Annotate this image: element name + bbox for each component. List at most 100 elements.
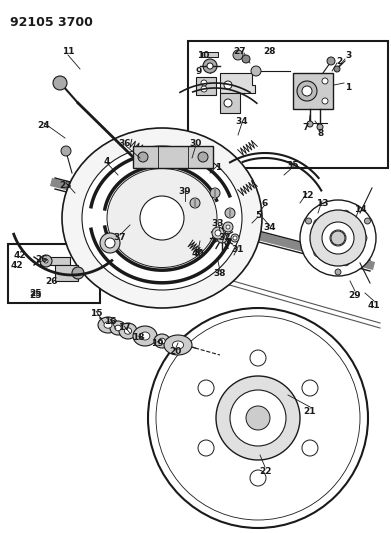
Circle shape (203, 59, 217, 73)
Circle shape (201, 80, 207, 86)
Ellipse shape (110, 321, 126, 335)
Circle shape (231, 234, 239, 242)
Polygon shape (293, 73, 333, 109)
Text: 6: 6 (262, 198, 268, 207)
Ellipse shape (115, 325, 121, 331)
Circle shape (310, 210, 366, 266)
Text: 22: 22 (259, 466, 271, 475)
Text: 1: 1 (215, 163, 221, 172)
Text: 9: 9 (196, 67, 202, 76)
Circle shape (140, 196, 184, 240)
Text: 5: 5 (255, 211, 261, 220)
Text: 36: 36 (119, 139, 131, 148)
Text: 14: 14 (354, 205, 366, 214)
Circle shape (233, 50, 243, 60)
Circle shape (198, 380, 214, 396)
Circle shape (215, 230, 221, 236)
Ellipse shape (98, 317, 118, 333)
Text: 19: 19 (151, 340, 163, 349)
Text: 41: 41 (368, 301, 380, 310)
Ellipse shape (107, 168, 217, 268)
Circle shape (223, 222, 233, 232)
Circle shape (242, 55, 250, 63)
Text: 23: 23 (60, 181, 72, 190)
Circle shape (302, 440, 318, 456)
Circle shape (100, 233, 120, 253)
Text: 27: 27 (234, 46, 246, 55)
Ellipse shape (154, 334, 170, 348)
Circle shape (300, 200, 376, 276)
Text: 25: 25 (30, 290, 42, 300)
Text: 25: 25 (30, 288, 42, 297)
Text: 39: 39 (179, 187, 191, 196)
Text: 26: 26 (36, 254, 48, 263)
Text: 3: 3 (346, 52, 352, 61)
Text: 12: 12 (301, 190, 313, 199)
Text: 40: 40 (192, 248, 204, 257)
Text: 26: 26 (46, 277, 58, 286)
Ellipse shape (119, 323, 137, 339)
Circle shape (40, 255, 52, 267)
Circle shape (250, 350, 266, 366)
Text: 2: 2 (336, 56, 342, 66)
Circle shape (335, 269, 341, 275)
Ellipse shape (124, 328, 132, 334)
Text: 31: 31 (232, 245, 244, 254)
Circle shape (331, 231, 345, 245)
Text: 35: 35 (287, 160, 299, 169)
Polygon shape (220, 93, 240, 113)
Circle shape (216, 376, 300, 460)
Text: 10: 10 (197, 52, 209, 61)
Circle shape (233, 236, 237, 240)
Circle shape (342, 210, 350, 218)
Circle shape (210, 188, 220, 198)
Circle shape (318, 218, 358, 258)
Circle shape (322, 222, 354, 254)
Circle shape (226, 225, 230, 229)
Circle shape (72, 267, 84, 279)
Circle shape (307, 121, 313, 127)
Circle shape (224, 81, 232, 89)
Ellipse shape (62, 128, 262, 308)
Text: 34: 34 (236, 117, 248, 125)
Polygon shape (220, 73, 255, 93)
Text: 34: 34 (264, 223, 276, 232)
Circle shape (53, 76, 67, 90)
Circle shape (217, 233, 227, 243)
Text: 7: 7 (303, 124, 309, 133)
Text: 8: 8 (318, 128, 324, 138)
Circle shape (327, 57, 335, 65)
Circle shape (322, 98, 328, 104)
Ellipse shape (133, 326, 157, 346)
Circle shape (105, 238, 115, 248)
Circle shape (250, 470, 266, 486)
Text: 4: 4 (104, 157, 110, 166)
Ellipse shape (140, 332, 150, 340)
Ellipse shape (82, 146, 242, 290)
Text: 42: 42 (14, 251, 26, 260)
Text: 13: 13 (316, 198, 328, 207)
Bar (8, 244, 100, 303)
Polygon shape (40, 257, 70, 265)
Text: 33: 33 (212, 219, 224, 228)
Circle shape (303, 203, 373, 273)
Circle shape (201, 86, 207, 92)
Circle shape (302, 86, 312, 96)
Circle shape (156, 316, 360, 520)
Circle shape (322, 78, 328, 84)
Polygon shape (196, 77, 216, 95)
Circle shape (342, 258, 350, 266)
Text: 11: 11 (62, 46, 74, 55)
Circle shape (330, 230, 346, 246)
Circle shape (334, 66, 340, 72)
Text: 21: 21 (304, 407, 316, 416)
Circle shape (138, 152, 148, 162)
Circle shape (198, 440, 214, 456)
Text: 92105 3700: 92105 3700 (10, 17, 93, 29)
Text: 42: 42 (11, 262, 23, 271)
Circle shape (297, 81, 317, 101)
Circle shape (190, 198, 200, 208)
Text: 17: 17 (118, 324, 130, 333)
Circle shape (302, 380, 318, 396)
Circle shape (224, 99, 232, 107)
